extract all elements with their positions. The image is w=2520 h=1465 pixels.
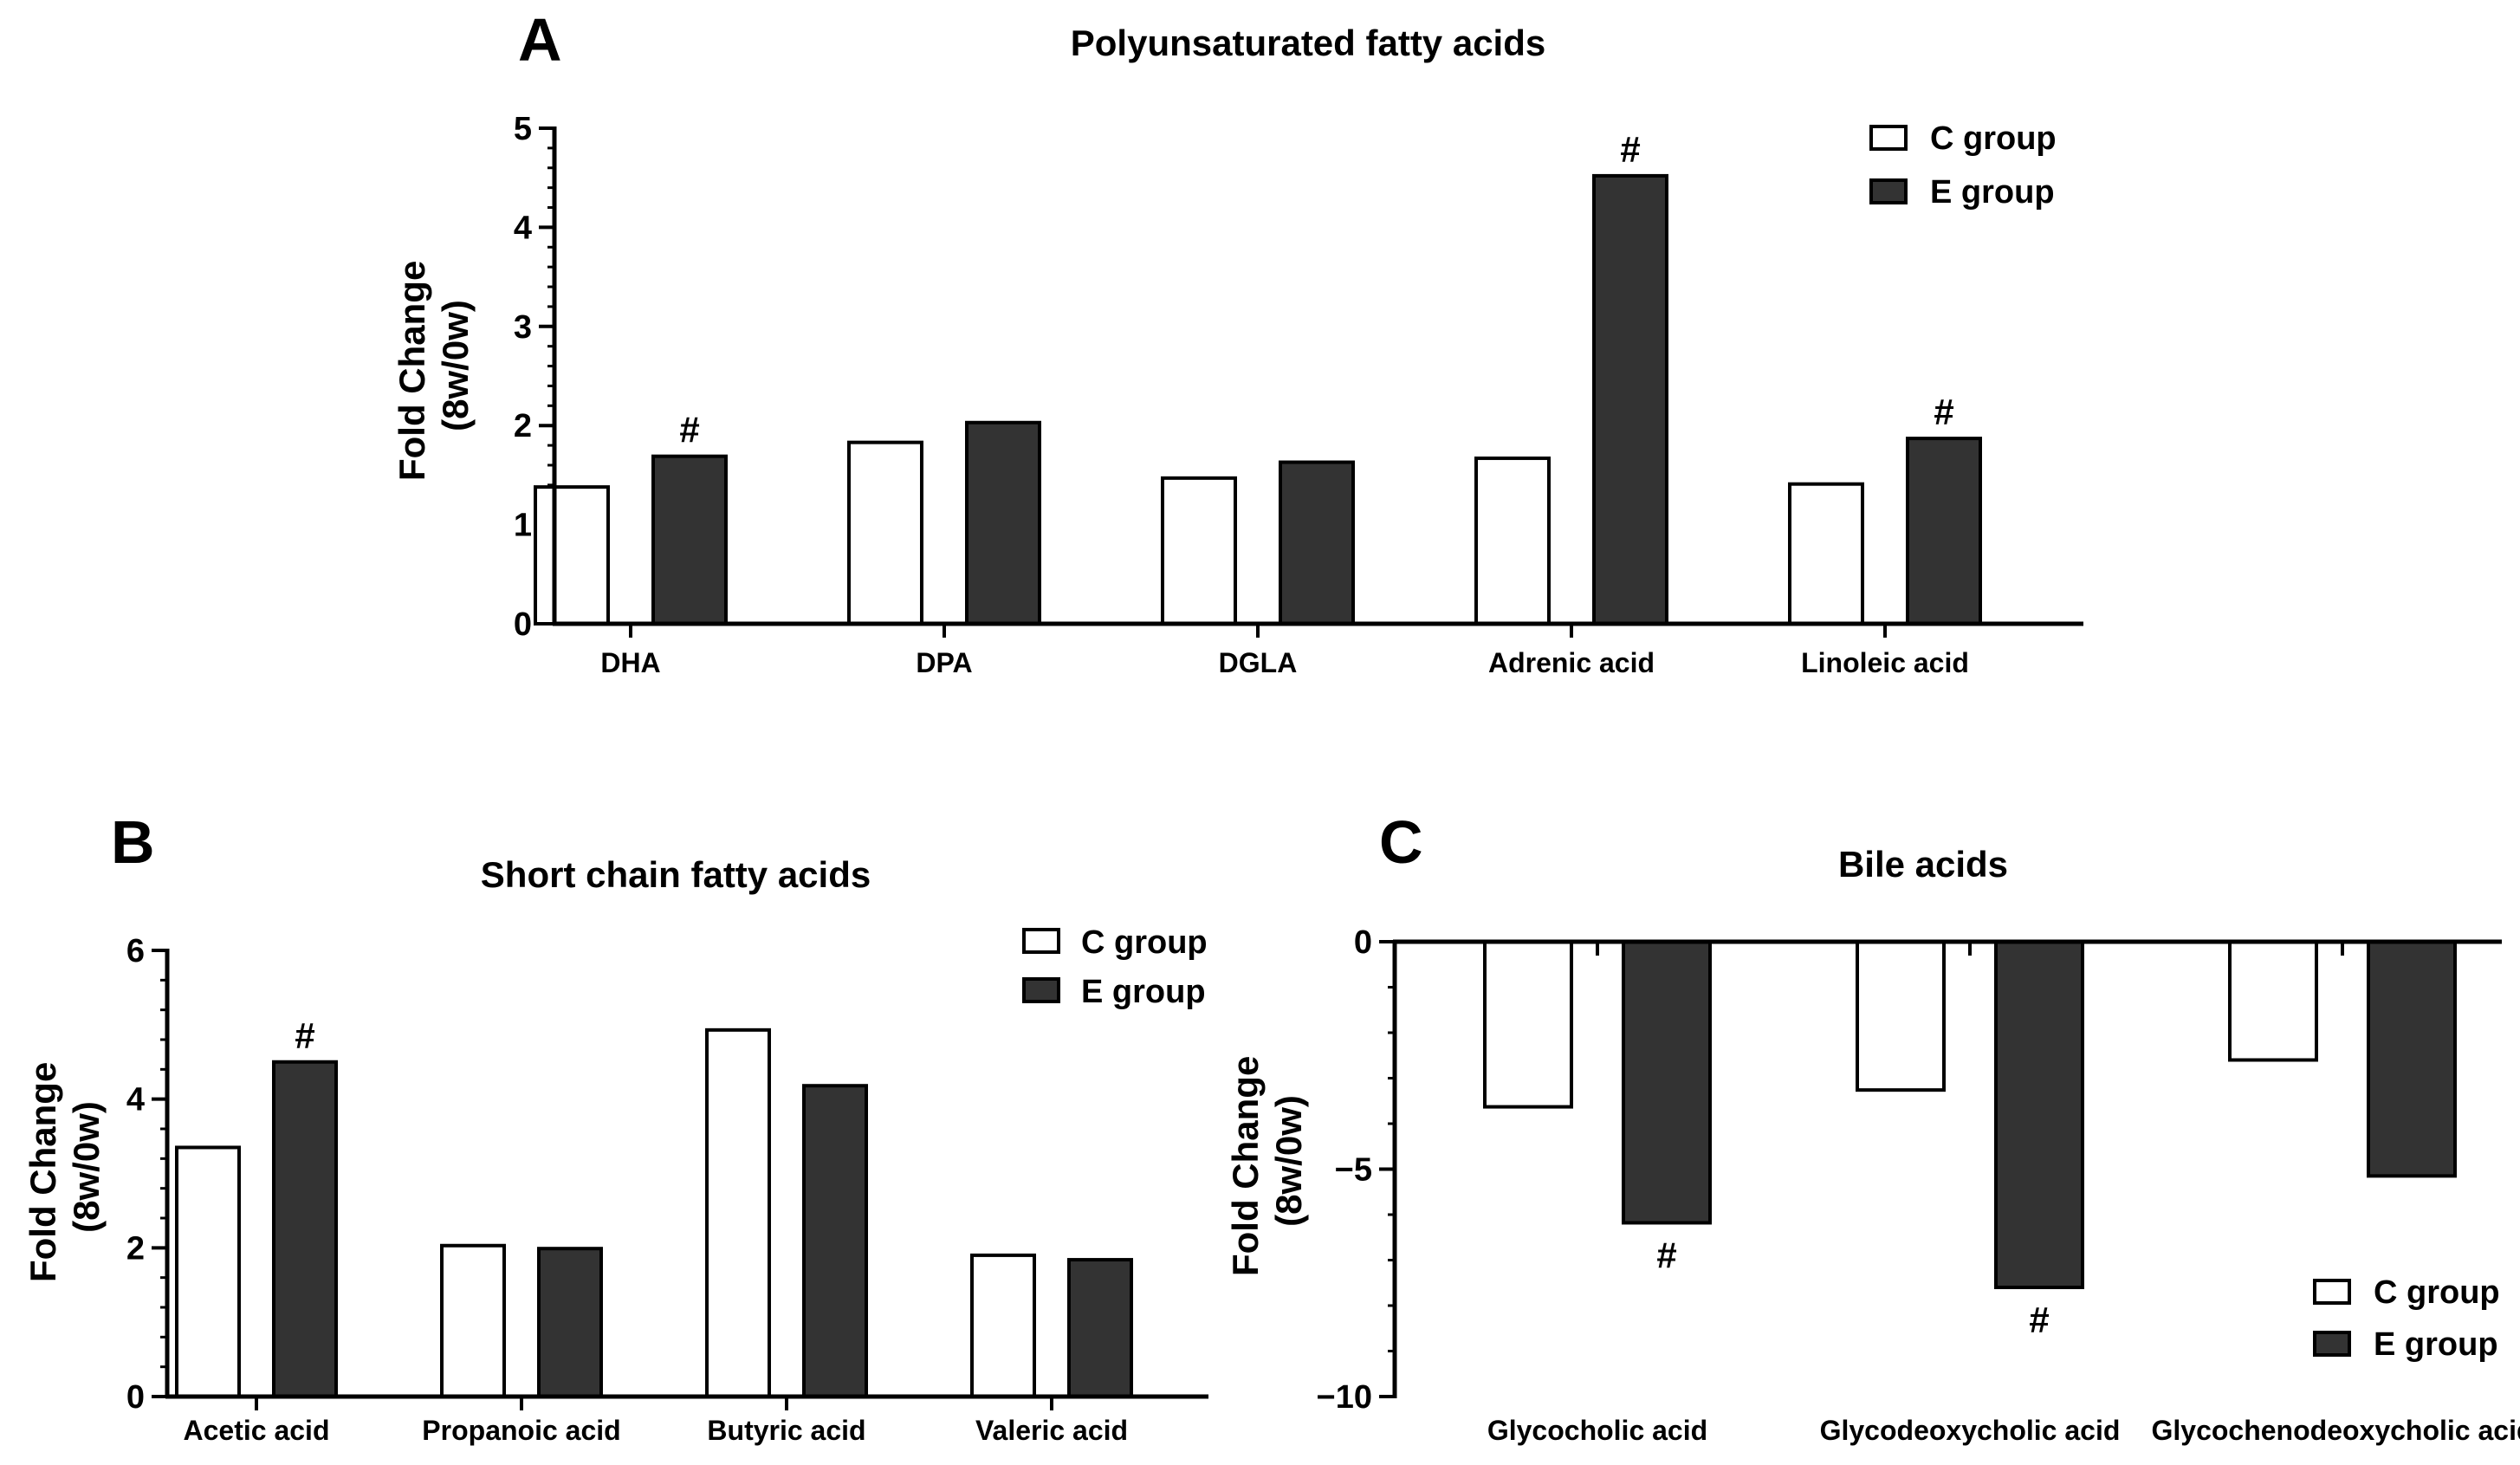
bar-e-group-dgla	[1279, 460, 1355, 626]
panel-letter-b: B	[111, 808, 155, 876]
bar-c-group-acetic-acid	[175, 1145, 241, 1399]
bar-e-group-propanoic-acid	[537, 1247, 603, 1398]
panel-a: A Polyunsaturated fatty acids Fold Chang…	[392, 6, 2083, 678]
panel-a-title: Polyunsaturated fatty acids	[1071, 23, 1545, 63]
y-tick-label: 1	[514, 508, 532, 544]
y-tick-label: 2	[514, 408, 532, 444]
x-tick-label-dgla: DGLA	[1219, 647, 1298, 678]
legend-label-e-group: E group	[1081, 974, 1206, 1010]
legend-label-c-group: C group	[1930, 120, 2057, 157]
y-tick-label: −5	[1335, 1152, 1372, 1189]
x-tick-label-glycodeoxycholic-acid: Glycodeoxycholic acid	[1820, 1415, 2121, 1446]
y-tick-label: 0	[514, 606, 532, 643]
panel-c-plot: −10 −5 0 # # Glycocholic acid Glycodeoxycholic…	[1317, 924, 2520, 1446]
legend-swatch-e-group	[1869, 178, 1908, 204]
y-tick-label: 0	[1354, 924, 1372, 961]
bar-c-group-glycodeoxycholic-acid	[1856, 940, 1946, 1092]
panel-c-legend: C group E group	[2313, 1274, 2500, 1363]
bar-e-group-glycodeoxycholic-acid	[1994, 940, 2084, 1289]
bar-c-group-dha	[534, 485, 610, 626]
x-tick-label-butyric-acid: Butyric acid	[707, 1415, 865, 1446]
x-tick-label-propanoic-acid: Propanoic acid	[422, 1415, 620, 1446]
bar-c-group-dpa	[847, 440, 923, 626]
bar-c-group-valeric-acid	[970, 1253, 1036, 1398]
panel-b-legend: C group E group	[1022, 924, 1208, 1010]
y-tick-label: 3	[514, 309, 532, 346]
panel-c: C Bile acids Fold Change (8w/0w) −10 −5 0 #…	[1225, 808, 2520, 1446]
panel-c-ylabel: Fold Change (8w/0w)	[1225, 1046, 1309, 1276]
significance-marker: #	[1620, 129, 1640, 170]
legend-label-c-group: C group	[2374, 1274, 2500, 1311]
legend-label-e-group: E group	[1930, 174, 2055, 211]
bar-c-group-glycocholic-acid	[1483, 940, 1573, 1109]
x-tick-label-valeric-acid: Valeric acid	[975, 1415, 1128, 1446]
bar-c-group-propanoic-acid	[440, 1243, 506, 1398]
y-tick-label: 5	[514, 111, 532, 147]
significance-marker: #	[2029, 1300, 2049, 1340]
legend-swatch-c-group	[2313, 1279, 2351, 1305]
legend-swatch-e-group	[1022, 977, 1060, 1003]
x-tick-label-adrenic-acid: Adrenic acid	[1488, 647, 1655, 678]
bar-e-group-dpa	[965, 420, 1041, 626]
bar-c-group-glycochenodeoxycholic-acid	[2228, 940, 2318, 1062]
bar-e-group-dha	[651, 454, 728, 626]
x-tick-label-glycocholic-acid: Glycocholic acid	[1487, 1415, 1707, 1446]
panel-b-title: Short chain fatty acids	[481, 854, 871, 895]
panel-c-title: Bile acids	[1838, 844, 2008, 885]
y-tick-label: −10	[1317, 1379, 1372, 1416]
x-tick-label-acetic-acid: Acetic acid	[184, 1415, 330, 1446]
bar-e-group-linoleic-acid	[1906, 437, 1982, 626]
bar-c-group-butyric-acid	[705, 1027, 771, 1398]
panel-b-ylabel: Fold Change (8w/0w)	[23, 1052, 107, 1282]
bar-e-group-valeric-acid	[1067, 1258, 1133, 1398]
x-tick-label-dpa: DPA	[916, 647, 972, 678]
y-tick-label: 4	[126, 1082, 145, 1118]
panel-b: B Short chain fatty acids Fold Change (8…	[23, 808, 1208, 1446]
significance-marker: #	[295, 1015, 314, 1056]
y-tick-label: 2	[126, 1230, 145, 1267]
panel-a-legend: C group E group	[1869, 120, 2057, 211]
bar-e-group-glycochenodeoxycholic-acid	[2367, 940, 2457, 1178]
legend-label-e-group: E group	[2374, 1326, 2498, 1363]
legend-label-c-group: C group	[1081, 924, 1208, 961]
bar-e-group-butyric-acid	[802, 1084, 868, 1398]
legend-swatch-c-group	[1022, 928, 1060, 954]
y-tick-label: 0	[126, 1379, 145, 1416]
significance-marker: #	[1656, 1235, 1676, 1275]
significance-marker: #	[679, 410, 699, 451]
y-tick-label: 4	[514, 210, 532, 246]
y-tick-label: 6	[126, 933, 145, 969]
bar-c-group-dgla	[1161, 476, 1237, 626]
x-tick-label-dha: DHA	[600, 647, 660, 678]
x-tick-label-glycochenodeoxycholic-acid: Glycochenodeoxycholic acid	[2151, 1415, 2520, 1446]
x-tick-label-linoleic-acid: Linoleic acid	[1801, 647, 1969, 678]
bar-c-group-linoleic-acid	[1788, 482, 1864, 626]
legend-swatch-c-group	[1869, 125, 1908, 151]
panel-a-plot: 0 1 2 3 4 5 # # # DHA DPA DGLA Adrenic acid Linoleic …	[514, 111, 2083, 678]
significance-marker: #	[1934, 392, 1953, 432]
bar-c-group-adrenic-acid	[1474, 456, 1551, 626]
bar-e-group-adrenic-acid	[1592, 173, 1668, 626]
panel-b-plot: 0 2 4 6 # Acetic acid Propanoic acid Butyric ac…	[126, 933, 1208, 1446]
panel-a-ylabel: Fold Change (8w/0w)	[392, 250, 476, 481]
panel-letter-a: A	[518, 6, 562, 74]
legend-swatch-e-group	[2313, 1331, 2351, 1357]
bar-e-group-acetic-acid	[272, 1060, 338, 1398]
bar-e-group-glycocholic-acid	[1622, 940, 1712, 1225]
panel-letter-c: C	[1379, 808, 1423, 876]
